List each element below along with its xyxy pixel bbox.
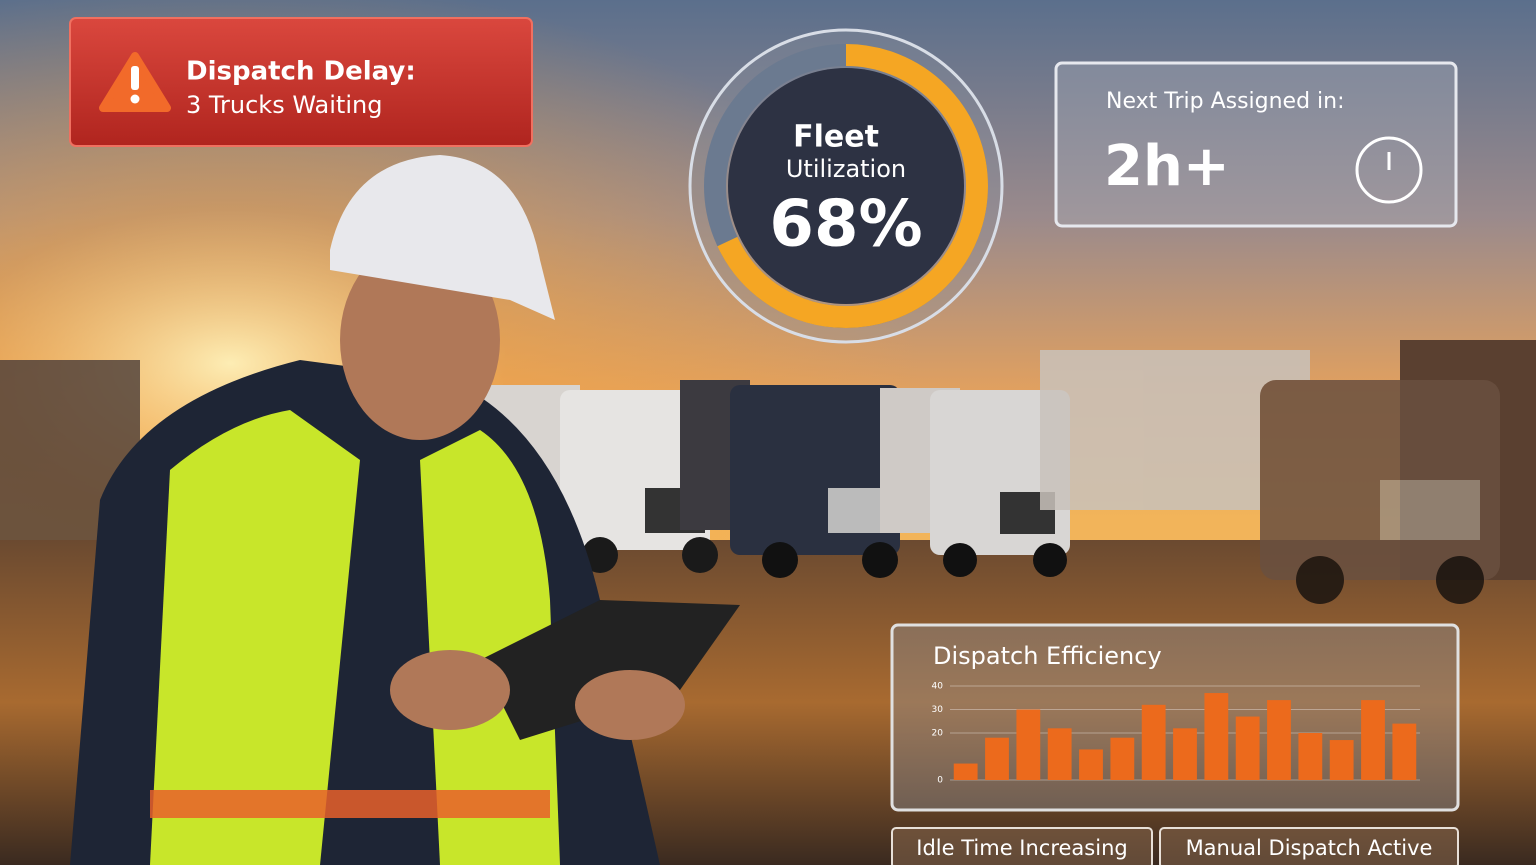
gauge-value: 68% <box>769 188 922 262</box>
gauge-title: Fleet <box>793 120 879 155</box>
alert-subtitle: 3 Trucks Waiting <box>186 91 382 119</box>
truck <box>880 388 1070 577</box>
status-label: Manual Dispatch Active <box>1186 836 1433 860</box>
status-chip <box>891 827 1153 865</box>
bar <box>1047 728 1072 780</box>
gauge-face <box>728 68 964 304</box>
next-trip-value: 2h+ <box>1104 134 1230 199</box>
alert-icon-dot <box>130 94 140 104</box>
dispatch-efficiency-panel: Dispatch Efficiency 0 20 30 40 <box>890 623 1460 812</box>
bar <box>1079 749 1103 780</box>
y-tick-label: 0 <box>937 776 943 786</box>
bar <box>1298 733 1323 780</box>
next-trip-label: Next Trip Assigned in: <box>1106 89 1345 114</box>
moving-truck <box>1040 350 1500 604</box>
bar <box>1204 693 1229 780</box>
next-trip-box <box>1054 61 1458 228</box>
worker <box>70 155 740 865</box>
y-tick-label: 20 <box>932 729 944 739</box>
status-label: Idle Time Increasing <box>916 836 1127 860</box>
bar <box>1361 700 1385 780</box>
bar <box>985 737 1009 780</box>
utilization-gauge: Fleet Utilization 68% <box>688 28 1004 344</box>
gauge-arc <box>704 44 988 328</box>
gauge-subtitle: Utilization <box>786 155 906 183</box>
bar <box>1016 709 1041 780</box>
alert-icon-mark <box>131 66 139 90</box>
bar <box>1392 723 1417 780</box>
bar <box>1235 716 1260 780</box>
bar <box>1329 740 1354 780</box>
next-trip-card: Next Trip Assigned in: 2h+ <box>1054 61 1458 228</box>
alert-box <box>69 17 533 147</box>
bar <box>953 763 978 780</box>
bar <box>1267 700 1291 780</box>
status-chips: Idle Time Increasing Manual Dispatch Act… <box>891 827 1459 865</box>
clock-icon <box>1355 136 1423 204</box>
truck <box>680 380 900 578</box>
bar <box>1173 728 1197 780</box>
bar <box>1141 704 1166 780</box>
y-tick-label: 30 <box>932 705 944 715</box>
alert-title: Dispatch Delay: <box>186 57 416 87</box>
y-tick-label: 40 <box>932 682 944 692</box>
chart-title: Dispatch Efficiency <box>933 642 1162 670</box>
status-chip <box>1159 827 1459 865</box>
bar <box>1110 737 1135 780</box>
alert-banner: Dispatch Delay: 3 Trucks Waiting <box>69 17 533 147</box>
